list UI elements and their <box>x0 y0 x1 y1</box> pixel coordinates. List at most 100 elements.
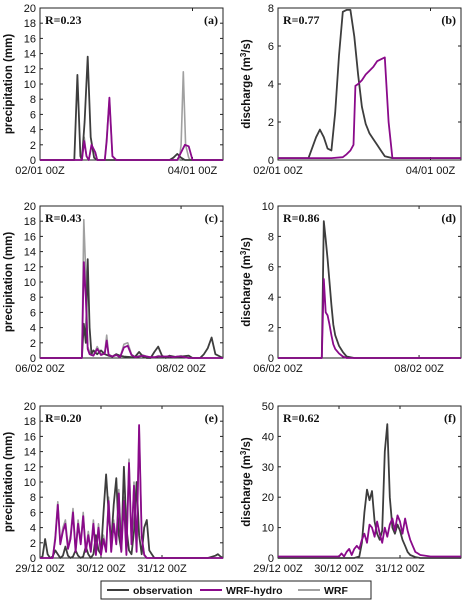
y-tick-label: 0 <box>30 155 36 167</box>
y-tick-label: 4 <box>30 523 36 535</box>
y-tick-label: 8 <box>30 292 36 304</box>
series-line-observation <box>278 423 461 559</box>
x-tick-label: 04/01 00Z <box>406 165 456 177</box>
plot-frame <box>39 7 224 161</box>
y-tick-label: 0 <box>30 353 36 365</box>
panel-label: (e) <box>205 411 218 425</box>
x-tick-label: 30/12 00Z <box>76 563 126 575</box>
series-line-wrf-hydro <box>40 261 223 359</box>
y-tick-label: 2 <box>268 323 274 335</box>
y-tick-label: 4 <box>268 292 274 304</box>
panel-label: (f) <box>444 411 456 425</box>
y-tick-label: 20 <box>24 401 36 413</box>
panel-label: (c) <box>205 211 218 225</box>
correlation-label: R=0.20 <box>45 411 82 425</box>
y-tick-label: 14 <box>24 49 36 61</box>
y-tick-label: 4 <box>30 125 36 137</box>
y-tick-label: 10 <box>262 523 274 535</box>
y-tick-label: 10 <box>24 79 36 91</box>
y-tick-label: 10 <box>24 477 36 489</box>
y-tick-label: 2 <box>30 140 36 152</box>
y-tick-label: 6 <box>30 109 36 121</box>
y-tick-label: 40 <box>262 431 274 443</box>
y-tick-label: 2 <box>268 117 274 129</box>
y-tick-label: 0 <box>268 155 274 167</box>
panel-label: (a) <box>204 13 218 27</box>
y-tick-label: 14 <box>24 447 36 459</box>
correlation-label: R=0.23 <box>45 13 82 27</box>
panel-e: 0 2 4 6 8 10 12 14 16 18 20 29/12 00Z 30/12 00Z 31/12… <box>3 401 224 575</box>
x-tick-label: 30/12 00Z <box>314 563 364 575</box>
series-line-wrf-hydro <box>40 96 223 161</box>
legend-box <box>100 580 372 600</box>
x-tick-label: 29/12 00Z <box>253 563 303 575</box>
x-tick-label: 04/01 00Z <box>168 165 218 177</box>
correlation-label: R=0.43 <box>45 211 82 225</box>
y-tick-label: 6 <box>268 262 274 274</box>
y-tick-label: 20 <box>262 492 274 504</box>
legend-label-wrf-hydro: WRF-hydro <box>226 585 283 597</box>
y-tick-label: 18 <box>24 216 36 228</box>
y-tick-label: 0 <box>268 553 274 565</box>
legend-label-wrf: WRF <box>324 585 348 597</box>
panel-c: 0 2 4 6 8 10 12 14 16 18 20 06/02 00Z 08/02 00Z R=0.4… <box>3 201 224 375</box>
y-tick-label: 10 <box>262 201 274 213</box>
y-tick-label: 4 <box>268 79 274 91</box>
y-axis-label: discharge (m3/s) <box>239 437 253 527</box>
plot-frame <box>277 7 462 161</box>
y-axis-label: discharge (m3/s) <box>239 237 253 327</box>
series-line-wrf-hydro <box>40 424 223 559</box>
y-tick-label: 6 <box>30 307 36 319</box>
x-tick-label: 31/12 00Z <box>375 563 425 575</box>
x-tick-label: 06/02 00Z <box>253 363 303 375</box>
y-tick-label: 2 <box>30 338 36 350</box>
y-tick-label: 20 <box>24 201 36 213</box>
y-tick-label: 0 <box>268 353 274 365</box>
x-tick-label: 31/12 00Z <box>137 563 187 575</box>
panel-b: 0 2 4 6 8 02/01 00Z 04/01 00Z R=0.77 (b) discharg… <box>239 3 462 177</box>
y-tick-label: 4 <box>30 323 36 335</box>
y-tick-label: 12 <box>24 462 36 474</box>
y-tick-label: 8 <box>268 3 274 15</box>
correlation-label: R=0.86 <box>283 211 320 225</box>
x-tick-label: 02/01 00Z <box>253 165 303 177</box>
y-axis-label: precipitation (mm) <box>3 232 15 332</box>
y-axis-label: precipitation (mm) <box>3 34 15 134</box>
plot-frame <box>277 205 462 359</box>
x-tick-label: 06/02 00Z <box>15 363 65 375</box>
y-tick-label: 20 <box>24 3 36 15</box>
series-line-wrf-hydro <box>278 514 461 558</box>
y-tick-label: 8 <box>268 231 274 243</box>
series-line-wrf-hydro <box>278 278 461 359</box>
y-tick-label: 10 <box>24 277 36 289</box>
series-line-wrf-hydro <box>278 56 461 160</box>
y-tick-label: 50 <box>262 401 274 413</box>
x-tick-label: 02/01 00Z <box>15 165 65 177</box>
y-tick-label: 8 <box>30 492 36 504</box>
x-tick-label: 29/12 00Z <box>15 563 65 575</box>
y-tick-label: 16 <box>24 33 36 45</box>
y-tick-label: 2 <box>30 538 36 550</box>
y-tick-label: 6 <box>268 41 274 53</box>
panel-label: (d) <box>441 211 456 225</box>
panel-f: 0 10 20 30 40 50 29/12 00Z 30/12 00Z 31/12 00Z R=… <box>239 401 462 575</box>
plot-frame <box>39 205 224 359</box>
correlation-label: R=0.62 <box>283 411 320 425</box>
panel-a: 0 2 4 6 8 10 12 14 16 18 20 02/01 00Z 04/01 00Z R=0.2… <box>3 3 224 177</box>
y-tick-label: 18 <box>24 416 36 428</box>
x-tick-label: 08/02 00Z <box>394 363 444 375</box>
y-axis-label: discharge (m3/s) <box>239 39 253 129</box>
y-tick-label: 16 <box>24 431 36 443</box>
y-tick-label: 0 <box>30 553 36 565</box>
plot-frame <box>277 405 462 559</box>
panel-label: (b) <box>441 13 456 27</box>
panel-d: 0 2 4 6 8 10 06/02 00Z 08/02 00Z R=0.86 (d) discha… <box>239 201 462 375</box>
y-tick-label: 8 <box>30 94 36 106</box>
y-tick-label: 14 <box>24 247 36 259</box>
y-tick-label: 6 <box>30 507 36 519</box>
correlation-label: R=0.77 <box>283 13 320 27</box>
y-tick-label: 30 <box>262 462 274 474</box>
x-tick-label: 08/02 00Z <box>156 363 206 375</box>
y-tick-label: 16 <box>24 231 36 243</box>
